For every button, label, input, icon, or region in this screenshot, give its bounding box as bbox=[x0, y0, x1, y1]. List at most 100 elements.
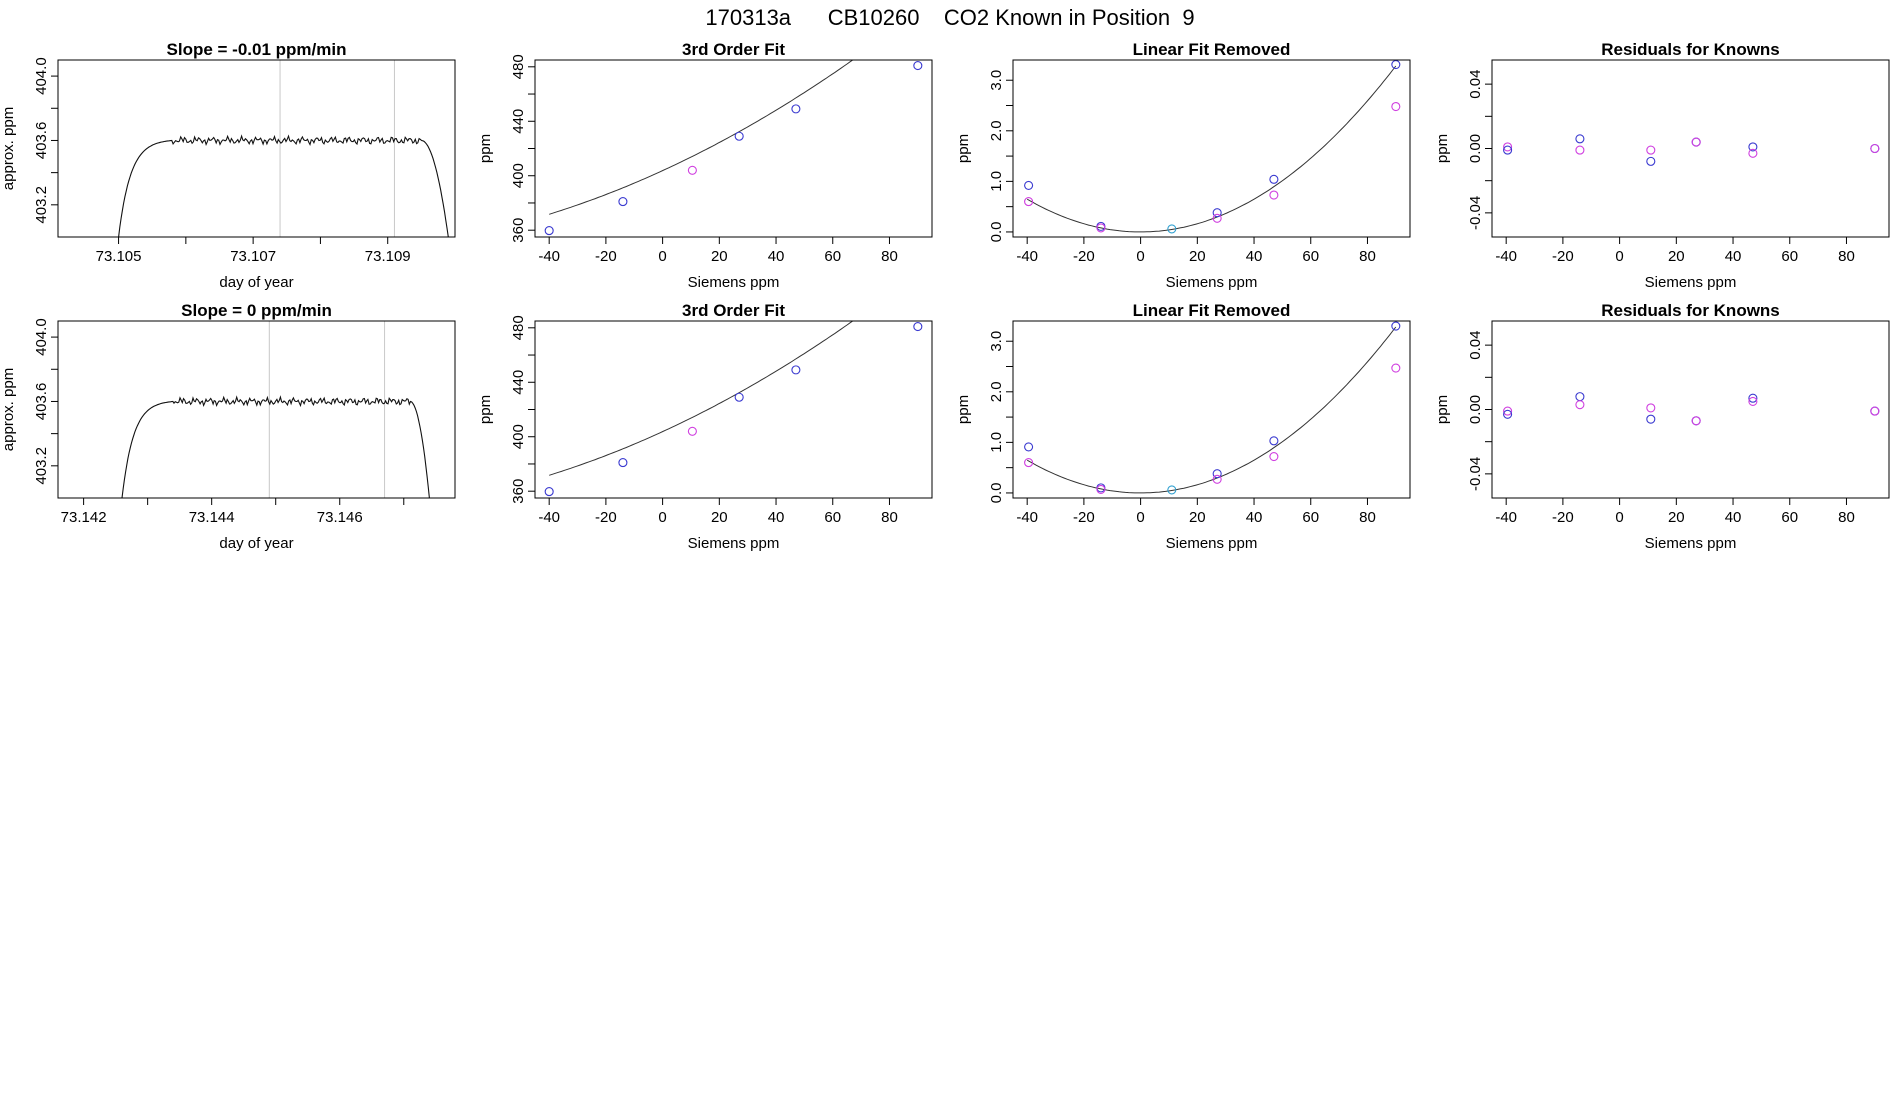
data-point bbox=[1503, 142, 1513, 152]
x-tick-label: 80 bbox=[1838, 509, 1855, 526]
y-axis-label: ppm bbox=[1434, 134, 1451, 163]
plot-frame bbox=[1491, 59, 1890, 238]
data-point bbox=[791, 104, 801, 114]
data-point bbox=[544, 226, 554, 236]
y-tick-label: 3.0 bbox=[988, 331, 1005, 352]
data-point bbox=[544, 487, 554, 497]
data-point bbox=[1748, 396, 1758, 407]
y-tick-label: 403.6 bbox=[33, 122, 50, 160]
data-point bbox=[1575, 392, 1585, 402]
data-point bbox=[1391, 60, 1401, 70]
y-tick-label: 0.0 bbox=[988, 483, 1005, 504]
x-axis-label: Siemens ppm bbox=[1166, 274, 1258, 291]
data-point bbox=[791, 365, 801, 375]
x-tick-label: 60 bbox=[824, 509, 841, 526]
y-tick-label: 0.0 bbox=[988, 222, 1005, 243]
panel-title: 3rd Order Fit bbox=[682, 40, 785, 59]
y-axis-label: ppm bbox=[1434, 395, 1451, 424]
data-point bbox=[1024, 458, 1034, 468]
x-axis-label: Siemens ppm bbox=[688, 535, 780, 552]
data-point bbox=[913, 61, 923, 71]
data-point bbox=[734, 131, 744, 141]
x-tick-label: 0 bbox=[1615, 248, 1623, 265]
y-axis-label: ppm bbox=[477, 395, 494, 424]
data-point bbox=[1391, 321, 1401, 331]
data-point bbox=[1748, 393, 1758, 403]
y-tick-label: -0.04 bbox=[1467, 196, 1484, 230]
data-point bbox=[1212, 469, 1222, 479]
x-tick-label: 73.105 bbox=[96, 248, 142, 265]
x-tick-label: 40 bbox=[1246, 248, 1263, 265]
x-tick-label: 20 bbox=[711, 509, 728, 526]
x-tick-label: 0 bbox=[1136, 509, 1144, 526]
fit-curve bbox=[549, 60, 854, 215]
y-tick-label: 2.0 bbox=[988, 381, 1005, 402]
panel-2: 3rd Order Fit Siemens ppm ppm -40 -20 0 20 40 60… bbox=[477, 40, 933, 291]
x-tick-label: 0 bbox=[1136, 248, 1144, 265]
x-tick-label: 60 bbox=[1781, 509, 1798, 526]
x-tick-label: -40 bbox=[538, 248, 560, 265]
data-point bbox=[1269, 451, 1279, 462]
panel-3: Linear Fit Removed Siemens ppm ppm -40 -20 0 2… bbox=[955, 40, 1411, 291]
plot-frame bbox=[1012, 320, 1411, 499]
y-tick-label: 400 bbox=[510, 163, 527, 188]
y-tick-label: 1.0 bbox=[988, 171, 1005, 192]
panel-7: Linear Fit Removed Siemens ppm ppm -40 -20 0 2… bbox=[955, 301, 1411, 552]
x-tick-label: 73.142 bbox=[61, 509, 107, 526]
panel-title: Residuals for Knowns bbox=[1601, 301, 1780, 320]
y-tick-label: 3.0 bbox=[988, 70, 1005, 91]
panel-title: Residuals for Knowns bbox=[1601, 40, 1780, 59]
fit-curve bbox=[1026, 65, 1397, 233]
plot-frame bbox=[534, 59, 933, 238]
panel-6: 3rd Order Fit Siemens ppm ppm -40 -20 0 20 40 60… bbox=[477, 301, 933, 552]
x-tick-label: -40 bbox=[1016, 509, 1038, 526]
x-tick-label: 60 bbox=[824, 248, 841, 265]
data-point bbox=[1212, 474, 1222, 484]
x-tick-label: 20 bbox=[711, 248, 728, 265]
data-point bbox=[1167, 485, 1177, 495]
y-tick-label: 403.2 bbox=[33, 447, 50, 485]
x-tick-label: 40 bbox=[768, 248, 785, 265]
y-tick-label: 480 bbox=[510, 54, 527, 79]
x-axis-label: Siemens ppm bbox=[1645, 535, 1737, 552]
y-axis-label: ppm bbox=[477, 134, 494, 163]
data-point bbox=[1167, 224, 1177, 234]
y-tick-label: 1.0 bbox=[988, 432, 1005, 453]
panel-title: Slope = 0 ppm/min bbox=[181, 301, 332, 320]
data-point bbox=[1024, 180, 1034, 190]
x-axis-label: Siemens ppm bbox=[1166, 535, 1258, 552]
plot-frame bbox=[534, 320, 933, 499]
y-tick-label: 480 bbox=[510, 315, 527, 340]
y-tick-label: 0.00 bbox=[1467, 395, 1484, 424]
data-point bbox=[1748, 142, 1758, 152]
plot-frame bbox=[57, 320, 456, 499]
data-point bbox=[1024, 197, 1034, 207]
x-tick-label: -20 bbox=[595, 509, 617, 526]
y-tick-label: 0.04 bbox=[1467, 331, 1484, 360]
x-tick-label: 20 bbox=[1668, 248, 1685, 265]
x-tick-label: 40 bbox=[1246, 509, 1263, 526]
plot-frame bbox=[57, 59, 456, 238]
data-point bbox=[1503, 406, 1513, 416]
data-point bbox=[1391, 101, 1401, 112]
data-point bbox=[1024, 442, 1034, 452]
x-tick-label: 60 bbox=[1302, 248, 1319, 265]
panel-title: Linear Fit Removed bbox=[1133, 40, 1291, 59]
x-tick-label: 73.107 bbox=[230, 248, 276, 265]
x-tick-label: -20 bbox=[1073, 509, 1095, 526]
x-tick-label: 0 bbox=[658, 509, 666, 526]
data-point bbox=[734, 392, 744, 402]
x-tick-label: 60 bbox=[1302, 509, 1319, 526]
x-tick-label: 40 bbox=[1725, 509, 1742, 526]
data-point bbox=[1691, 416, 1701, 426]
data-point bbox=[1096, 484, 1106, 494]
data-point bbox=[1748, 148, 1758, 158]
x-tick-label: -20 bbox=[1552, 248, 1574, 265]
y-tick-label: 403.2 bbox=[33, 186, 50, 224]
panel-title: Linear Fit Removed bbox=[1133, 301, 1291, 320]
data-point bbox=[1646, 414, 1656, 424]
x-tick-label: 80 bbox=[1359, 248, 1376, 265]
data-point bbox=[1870, 406, 1880, 416]
y-tick-label: 404.0 bbox=[33, 57, 50, 95]
data-point bbox=[1691, 137, 1701, 147]
